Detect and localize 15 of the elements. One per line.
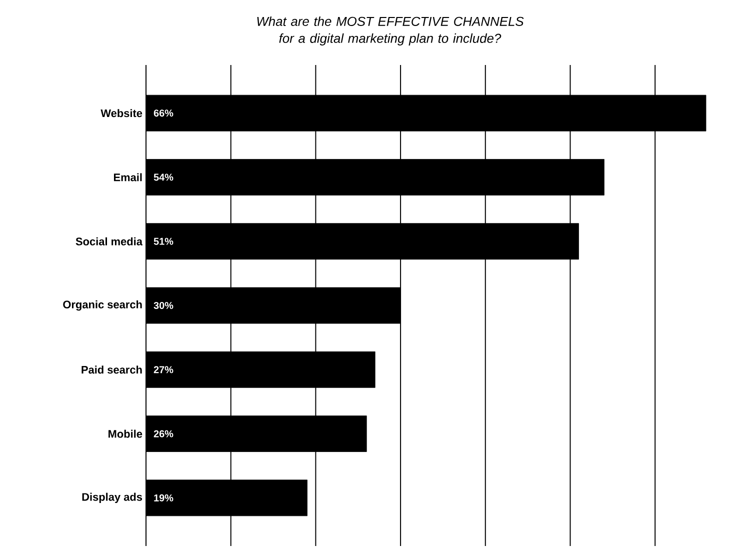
y-tick-label: Display ads [82, 492, 142, 504]
data-label: 51% [154, 238, 174, 245]
y-tick-label: Website [100, 109, 142, 118]
y-tick-label: Organic search [63, 300, 142, 311]
data-label: 19% [154, 494, 174, 502]
y-tick-label: Paid search [82, 366, 142, 374]
chart-title: What are the MOST EFFECTIVE CHANNELS for a digital marketing plan to include? [257, 16, 524, 46]
y-tick-label: Email [114, 173, 142, 182]
data-label: 27% [154, 366, 174, 374]
data-label: 26% [154, 430, 174, 438]
y-tick-label: Social media [76, 237, 143, 246]
data-label: 30% [154, 302, 174, 310]
data-label: 54% [154, 174, 174, 181]
data-label: 66% [154, 110, 174, 117]
y-tick-label: Mobile [108, 430, 142, 438]
